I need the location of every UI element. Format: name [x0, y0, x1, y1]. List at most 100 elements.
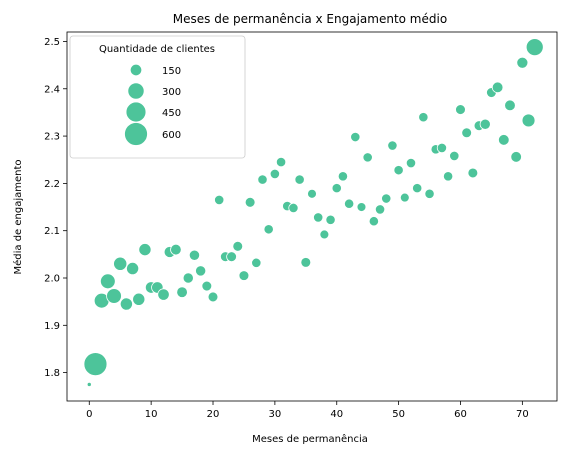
data-point	[288, 202, 299, 214]
data-point	[405, 157, 417, 169]
data-point	[257, 174, 268, 185]
data-point	[251, 257, 262, 268]
legend-marker	[125, 101, 147, 123]
data-point	[461, 127, 473, 139]
x-tick-label: 60	[454, 409, 467, 420]
data-point	[399, 192, 410, 203]
y-tick-label: 2.1	[44, 226, 60, 237]
data-point	[244, 196, 256, 208]
data-point	[232, 240, 244, 252]
data-point	[436, 142, 448, 153]
data-point	[319, 229, 330, 240]
data-point	[504, 99, 516, 112]
data-point	[313, 212, 324, 223]
y-axis: 1.8 1.9 2.0 2.1 2.2 2.3 2.4 2.5	[44, 37, 67, 379]
data-point	[516, 56, 529, 69]
data-point	[188, 249, 201, 261]
data-point	[350, 131, 361, 143]
data-point	[467, 167, 479, 179]
y-tick-label: 1.9	[44, 321, 60, 332]
data-point	[443, 171, 454, 182]
data-point	[214, 194, 225, 206]
data-point	[132, 292, 146, 306]
data-point	[100, 273, 116, 290]
legend-label: 300	[162, 87, 181, 98]
x-tick-label: 40	[330, 409, 343, 420]
data-point	[337, 171, 349, 182]
data-point	[521, 113, 536, 128]
y-tick-label: 2.0	[44, 274, 60, 285]
legend-entries: 150 300 450 600	[124, 63, 181, 146]
data-point	[170, 243, 182, 256]
data-point	[307, 188, 317, 199]
y-tick-label: 2.4	[44, 84, 60, 95]
y-tick-label: 1.8	[44, 368, 60, 379]
data-point	[119, 297, 133, 311]
data-point	[126, 262, 140, 276]
data-point	[412, 183, 423, 194]
legend-label: 450	[162, 108, 181, 119]
data-point	[269, 168, 280, 180]
x-tick-label: 0	[86, 409, 92, 420]
data-point	[479, 118, 491, 130]
x-tick-label: 30	[269, 409, 282, 420]
data-point	[195, 265, 207, 277]
data-point	[86, 381, 92, 387]
data-point	[449, 150, 460, 162]
data-point	[226, 251, 237, 263]
y-tick-label: 2.5	[44, 37, 60, 48]
data-point	[176, 286, 188, 298]
data-point	[331, 183, 342, 194]
data-point	[138, 243, 152, 257]
legend-title: Quantidade de clientes	[99, 44, 215, 55]
data-point	[106, 288, 122, 304]
x-axis: 0 10 20 30 40 50 60 70	[86, 401, 529, 420]
legend: Quantidade de clientes 150 300 450 600	[69, 35, 246, 159]
data-point	[510, 151, 522, 163]
plot-frame	[66, 31, 558, 402]
y-tick-label: 2.2	[44, 179, 60, 190]
data-point	[393, 165, 404, 176]
data-point	[344, 198, 355, 209]
data-point	[424, 188, 435, 199]
x-tick-label: 50	[392, 409, 405, 420]
data-point	[157, 288, 170, 301]
points-layer	[83, 38, 544, 387]
data-point	[498, 134, 510, 146]
data-point	[325, 214, 336, 225]
data-point	[381, 193, 392, 204]
data-point	[207, 291, 219, 303]
data-point	[387, 140, 398, 151]
data-point	[368, 216, 379, 227]
data-point	[294, 174, 305, 185]
legend-label: 600	[162, 130, 181, 141]
data-point	[356, 202, 367, 212]
data-point	[525, 38, 544, 57]
data-point	[83, 352, 108, 377]
legend-marker	[129, 63, 143, 77]
data-point	[418, 112, 429, 123]
legend-box	[69, 35, 246, 159]
data-point	[238, 270, 250, 281]
data-point	[275, 157, 287, 168]
x-tick-label: 20	[207, 409, 220, 420]
data-point	[263, 224, 274, 235]
data-point	[362, 152, 373, 163]
data-point	[300, 257, 312, 268]
legend-marker	[124, 122, 148, 146]
data-point	[491, 81, 504, 94]
x-axis-label: Meses de permanência	[252, 433, 368, 445]
data-point	[113, 256, 128, 271]
data-point	[455, 104, 466, 115]
chart-title: Meses de permanência x Engajamento médio	[173, 12, 447, 26]
legend-label: 150	[162, 66, 181, 77]
data-point	[182, 272, 194, 284]
data-point	[201, 280, 213, 292]
y-tick-label: 2.3	[44, 132, 60, 143]
x-tick-label: 70	[516, 409, 529, 420]
data-point	[374, 204, 386, 215]
legend-marker	[127, 82, 145, 100]
y-axis-label: Média de engajamento	[12, 159, 24, 274]
